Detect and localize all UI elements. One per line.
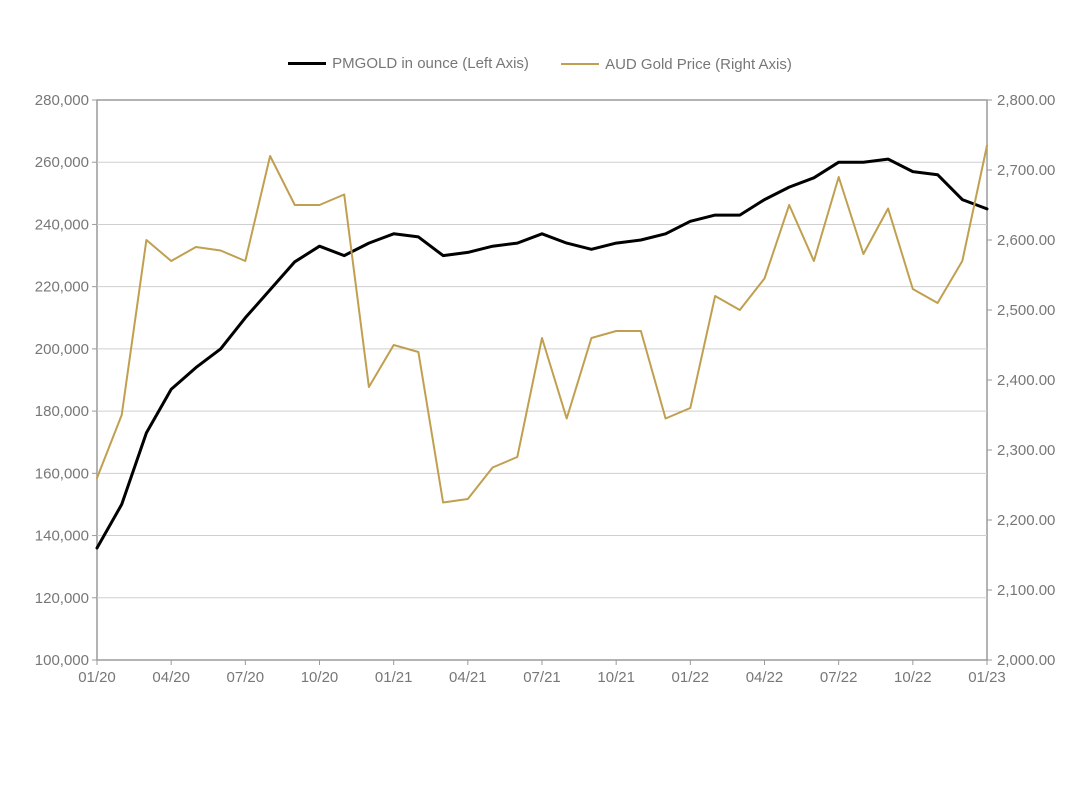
svg-text:04/22: 04/22 [746,669,784,686]
svg-text:2,300.00: 2,300.00 [997,442,1055,459]
svg-text:01/21: 01/21 [375,669,413,686]
svg-text:2,400.00: 2,400.00 [997,372,1055,389]
svg-text:2,700.00: 2,700.00 [997,162,1055,179]
svg-text:200,000: 200,000 [35,341,89,358]
svg-text:10/20: 10/20 [301,669,339,686]
svg-text:280,000: 280,000 [35,92,89,109]
svg-text:2,500.00: 2,500.00 [997,302,1055,319]
svg-text:07/22: 07/22 [820,669,858,686]
svg-text:260,000: 260,000 [35,154,89,171]
svg-text:220,000: 220,000 [35,279,89,296]
svg-text:07/21: 07/21 [523,669,561,686]
svg-text:240,000: 240,000 [35,216,89,233]
legend: PMGOLD in ounce (Left Axis) AUD Gold Pri… [0,52,1080,73]
svg-text:2,600.00: 2,600.00 [997,232,1055,249]
svg-text:2,200.00: 2,200.00 [997,512,1055,529]
svg-text:2,100.00: 2,100.00 [997,582,1055,599]
legend-item-aud: AUD Gold Price (Right Axis) [561,56,792,73]
svg-text:01/23: 01/23 [968,669,1006,686]
svg-text:100,000: 100,000 [35,652,89,669]
svg-text:04/20: 04/20 [152,669,190,686]
gold-chart: PMGOLD in ounce (Left Axis) AUD Gold Pri… [0,0,1080,810]
svg-text:2,000.00: 2,000.00 [997,652,1055,669]
legend-swatch-pmgold [288,62,326,65]
svg-text:2,800.00: 2,800.00 [997,92,1055,109]
legend-item-pmgold: PMGOLD in ounce (Left Axis) [288,55,529,72]
svg-text:140,000: 140,000 [35,528,89,545]
chart-svg: 100,000 120,000 140,000 160,000 180,000 200,0… [0,0,1080,810]
svg-text:160,000: 160,000 [35,465,89,482]
svg-text:10/22: 10/22 [894,669,932,686]
svg-text:07/20: 07/20 [227,669,265,686]
svg-text:120,000: 120,000 [35,590,89,607]
legend-swatch-aud [561,63,599,65]
svg-text:01/20: 01/20 [78,669,116,686]
svg-text:01/22: 01/22 [672,669,710,686]
svg-text:10/21: 10/21 [597,669,635,686]
legend-label-aud: AUD Gold Price (Right Axis) [605,56,792,73]
svg-text:04/21: 04/21 [449,669,487,686]
svg-text:180,000: 180,000 [35,403,89,420]
legend-label-pmgold: PMGOLD in ounce (Left Axis) [332,55,529,72]
